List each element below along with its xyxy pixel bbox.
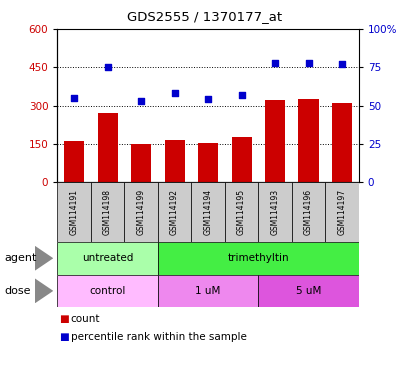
Bar (324, 182, 358, 242)
Bar (97, 113, 117, 182)
Bar (298, 99, 318, 182)
Text: GSM114192: GSM114192 (170, 189, 179, 235)
Text: GSM114193: GSM114193 (270, 189, 279, 235)
Text: untreated: untreated (82, 253, 133, 263)
Point (338, 61, 344, 67)
Text: dose: dose (4, 286, 31, 296)
Point (204, 96, 211, 103)
Text: GSM114199: GSM114199 (136, 189, 145, 235)
Text: GSM114197: GSM114197 (337, 189, 346, 235)
Text: count: count (70, 314, 100, 324)
Bar (57, 242, 157, 275)
Point (104, 64, 111, 70)
Bar (191, 182, 224, 242)
Polygon shape (35, 246, 53, 271)
Bar (131, 144, 151, 182)
Text: ■: ■ (59, 314, 69, 324)
Text: GSM114196: GSM114196 (303, 189, 312, 235)
Bar (264, 101, 284, 182)
Bar (157, 242, 358, 275)
Text: GSM114191: GSM114191 (70, 189, 79, 235)
Bar (258, 182, 291, 242)
Point (238, 92, 244, 98)
Polygon shape (35, 278, 53, 303)
Bar (91, 182, 124, 242)
Bar (291, 182, 324, 242)
Bar (164, 140, 184, 182)
Bar (57, 275, 157, 307)
Text: 1 uM: 1 uM (195, 286, 220, 296)
Bar (157, 275, 258, 307)
Point (137, 98, 144, 104)
Text: GSM114198: GSM114198 (103, 189, 112, 235)
Point (71, 95, 77, 101)
Text: percentile rank within the sample: percentile rank within the sample (70, 332, 246, 342)
Text: GDS2555 / 1370177_at: GDS2555 / 1370177_at (127, 10, 282, 23)
Text: 5 uM: 5 uM (295, 286, 320, 296)
Text: GSM114194: GSM114194 (203, 189, 212, 235)
Bar (331, 103, 351, 182)
Bar (231, 137, 251, 182)
Text: ■: ■ (59, 332, 69, 342)
Bar (258, 275, 358, 307)
Text: trimethyltin: trimethyltin (227, 253, 288, 263)
Text: GSM114195: GSM114195 (236, 189, 245, 235)
Point (171, 90, 178, 96)
Text: agent: agent (4, 253, 36, 263)
Bar (157, 182, 191, 242)
Text: control: control (89, 286, 126, 296)
Bar (57, 182, 91, 242)
Bar (198, 144, 218, 182)
Point (305, 60, 311, 66)
Point (271, 60, 278, 66)
Bar (224, 182, 258, 242)
Bar (64, 141, 84, 182)
Bar (124, 182, 157, 242)
